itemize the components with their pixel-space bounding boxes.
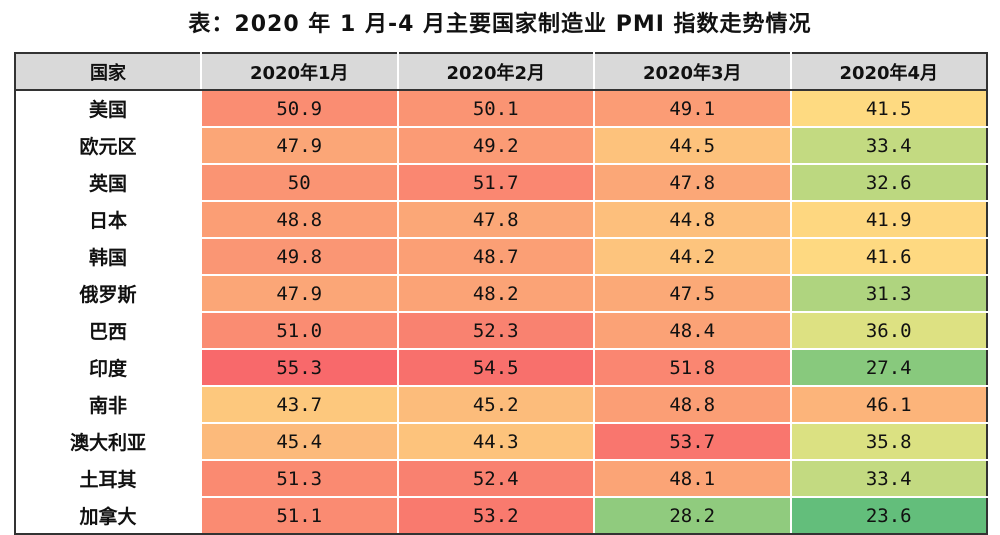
table-row: 英国 50 51.7 47.8 32.6: [14, 163, 988, 202]
country-cell: 南非: [14, 385, 202, 424]
country-cell: 日本: [14, 200, 202, 239]
country-cell: 欧元区: [14, 126, 202, 165]
country-cell: 土耳其: [14, 459, 202, 498]
pmi-value-cell: 47.9: [200, 274, 399, 313]
table-row: 加拿大 51.1 53.2 28.2 23.6: [14, 496, 988, 535]
pmi-value-cell: 49.2: [396, 126, 595, 165]
pmi-value-cell: 23.6: [789, 496, 988, 535]
pmi-value-cell: 33.4: [789, 126, 988, 165]
pmi-value-cell: 41.5: [789, 89, 988, 128]
pmi-value-cell: 55.3: [200, 348, 399, 387]
table-header-row: 国家 2020年1月 2020年2月 2020年3月 2020年4月: [14, 52, 988, 91]
table-row: 澳大利亚 45.4 44.3 53.7 35.8: [14, 422, 988, 461]
pmi-value-cell: 36.0: [789, 311, 988, 350]
table-row: 美国 50.9 50.1 49.1 41.5: [14, 89, 988, 128]
pmi-value-cell: 44.8: [593, 200, 792, 239]
pmi-value-cell: 41.9: [789, 200, 988, 239]
pmi-value-cell: 47.8: [593, 163, 792, 202]
table-title: 表：2020 年 1 月-4 月主要国家制造业 PMI 指数走势情况: [188, 12, 812, 37]
pmi-value-cell: 49.1: [593, 89, 792, 128]
pmi-value-cell: 45.4: [200, 422, 399, 461]
pmi-value-cell: 53.7: [593, 422, 792, 461]
table-row: 欧元区 47.9 49.2 44.5 33.4: [14, 126, 988, 165]
header-country: 国家: [14, 52, 202, 91]
pmi-value-cell: 44.2: [593, 237, 792, 276]
table-row: 印度 55.3 54.5 51.8 27.4: [14, 348, 988, 387]
pmi-value-cell: 45.2: [396, 385, 595, 424]
header-jan: 2020年1月: [200, 52, 399, 91]
header-feb: 2020年2月: [396, 52, 595, 91]
pmi-value-cell: 44.5: [593, 126, 792, 165]
pmi-value-cell: 50: [200, 163, 399, 202]
pmi-value-cell: 49.8: [200, 237, 399, 276]
pmi-value-cell: 51.0: [200, 311, 399, 350]
table-body: 美国 50.9 50.1 49.1 41.5 欧元区 47.9 49.2 44.5 33.4 英国 5…: [14, 89, 988, 535]
table-row: 俄罗斯 47.9 48.2 47.5 31.3: [14, 274, 988, 313]
pmi-value-cell: 51.3: [200, 459, 399, 498]
header-apr: 2020年4月: [789, 52, 988, 91]
country-cell: 美国: [14, 89, 202, 128]
country-cell: 俄罗斯: [14, 274, 202, 313]
pmi-value-cell: 51.7: [396, 163, 595, 202]
pmi-value-cell: 28.2: [593, 496, 792, 535]
pmi-value-cell: 27.4: [789, 348, 988, 387]
pmi-table: 国家 2020年1月 2020年2月 2020年3月 2020年4月 美国 50.…: [14, 52, 988, 535]
pmi-value-cell: 41.6: [789, 237, 988, 276]
pmi-value-cell: 43.7: [200, 385, 399, 424]
pmi-value-cell: 47.9: [200, 126, 399, 165]
pmi-value-cell: 48.4: [593, 311, 792, 350]
pmi-value-cell: 46.1: [789, 385, 988, 424]
pmi-value-cell: 50.1: [396, 89, 595, 128]
pmi-value-cell: 48.2: [396, 274, 595, 313]
pmi-value-cell: 52.4: [396, 459, 595, 498]
pmi-value-cell: 48.8: [593, 385, 792, 424]
country-cell: 印度: [14, 348, 202, 387]
pmi-value-cell: 50.9: [200, 89, 399, 128]
pmi-value-cell: 48.7: [396, 237, 595, 276]
pmi-value-cell: 52.3: [396, 311, 595, 350]
pmi-value-cell: 48.8: [200, 200, 399, 239]
pmi-value-cell: 35.8: [789, 422, 988, 461]
table-row: 巴西 51.0 52.3 48.4 36.0: [14, 311, 988, 350]
country-cell: 澳大利亚: [14, 422, 202, 461]
pmi-value-cell: 51.1: [200, 496, 399, 535]
country-cell: 韩国: [14, 237, 202, 276]
table-row: 土耳其 51.3 52.4 48.1 33.4: [14, 459, 988, 498]
pmi-value-cell: 47.5: [593, 274, 792, 313]
pmi-value-cell: 48.1: [593, 459, 792, 498]
pmi-value-cell: 44.3: [396, 422, 595, 461]
pmi-value-cell: 54.5: [396, 348, 595, 387]
header-mar: 2020年3月: [593, 52, 792, 91]
pmi-value-cell: 51.8: [593, 348, 792, 387]
pmi-value-cell: 31.3: [789, 274, 988, 313]
table-row: 南非 43.7 45.2 48.8 46.1: [14, 385, 988, 424]
table-row: 韩国 49.8 48.7 44.2 41.6: [14, 237, 988, 276]
country-cell: 巴西: [14, 311, 202, 350]
pmi-value-cell: 33.4: [789, 459, 988, 498]
country-cell: 英国: [14, 163, 202, 202]
pmi-value-cell: 53.2: [396, 496, 595, 535]
pmi-value-cell: 32.6: [789, 163, 988, 202]
pmi-value-cell: 47.8: [396, 200, 595, 239]
country-cell: 加拿大: [14, 496, 202, 535]
table-row: 日本 48.8 47.8 44.8 41.9: [14, 200, 988, 239]
